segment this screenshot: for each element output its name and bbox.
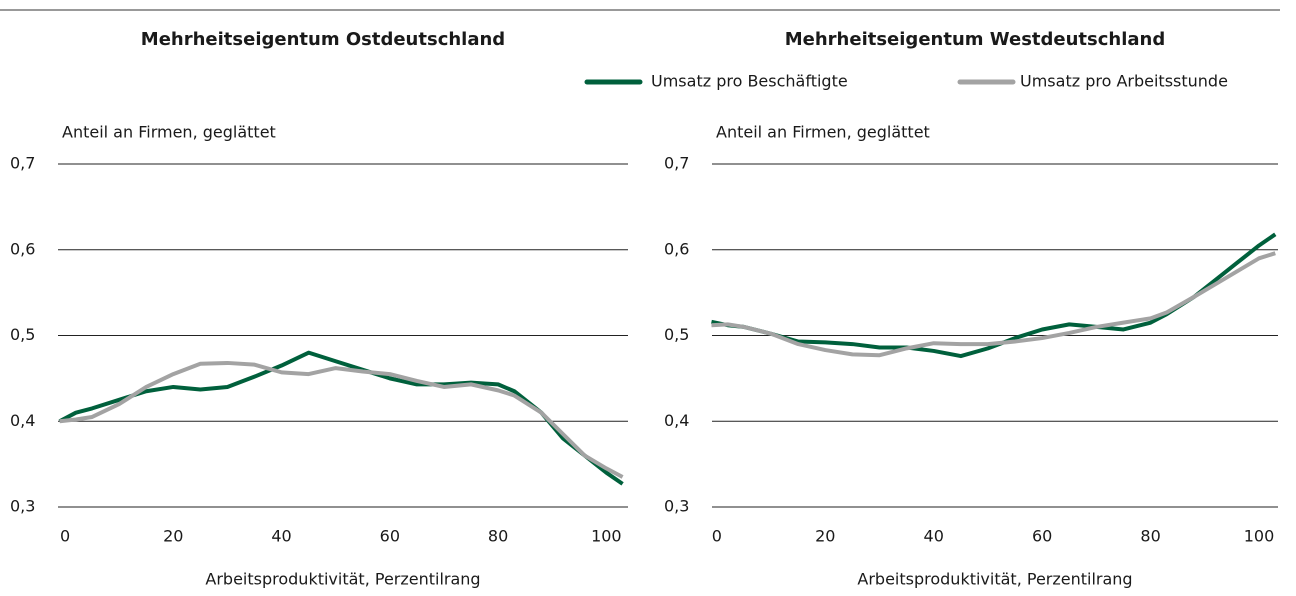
x-tick-label: 60 bbox=[380, 527, 400, 546]
y-tick-label: 0,4 bbox=[664, 411, 689, 430]
series-line bbox=[59, 360, 624, 479]
x-axis-label: Arbeitsproduktivität, Perzentilrang bbox=[205, 570, 480, 589]
y-tick-label: 0,4 bbox=[10, 411, 35, 430]
y-tick-label: 0,6 bbox=[664, 239, 689, 258]
y-tick-label: 0,7 bbox=[10, 154, 35, 173]
x-tick-label: 40 bbox=[924, 527, 944, 546]
x-tick-label: 40 bbox=[271, 527, 291, 546]
x-axis-label: Arbeitsproduktivität, Perzentilrang bbox=[857, 570, 1132, 589]
legend-label: Umsatz pro Arbeitsstunde bbox=[1020, 72, 1228, 91]
x-tick-label: 0 bbox=[60, 527, 70, 546]
y-tick-label: 0,7 bbox=[664, 154, 689, 173]
y-tick-label: 0,5 bbox=[664, 325, 689, 344]
x-tick-label: 60 bbox=[1032, 527, 1052, 546]
y-tick-label: 0,3 bbox=[664, 497, 689, 516]
chart-title: Mehrheitseigentum Westdeutschland bbox=[785, 29, 1166, 50]
y-tick-label: 0,6 bbox=[10, 239, 35, 258]
x-tick-label: 20 bbox=[163, 527, 183, 546]
legend-label: Umsatz pro Beschäftigte bbox=[651, 72, 848, 91]
chart-title: Mehrheitseigentum Ostdeutschland bbox=[141, 29, 505, 50]
x-tick-label: 100 bbox=[1244, 527, 1275, 546]
x-tick-label: 20 bbox=[815, 527, 835, 546]
y-tick-label: 0,3 bbox=[10, 497, 35, 516]
x-tick-label: 100 bbox=[591, 527, 622, 546]
x-tick-label: 80 bbox=[488, 527, 508, 546]
series-line bbox=[711, 232, 1277, 359]
y-axis-label: Anteil an Firmen, geglättet bbox=[716, 123, 930, 142]
x-tick-label: 0 bbox=[712, 527, 722, 546]
y-axis-label: Anteil an Firmen, geglättet bbox=[62, 123, 276, 142]
series-line bbox=[58, 350, 624, 486]
x-tick-label: 80 bbox=[1140, 527, 1160, 546]
series-line bbox=[711, 251, 1276, 358]
y-tick-label: 0,5 bbox=[10, 325, 35, 344]
